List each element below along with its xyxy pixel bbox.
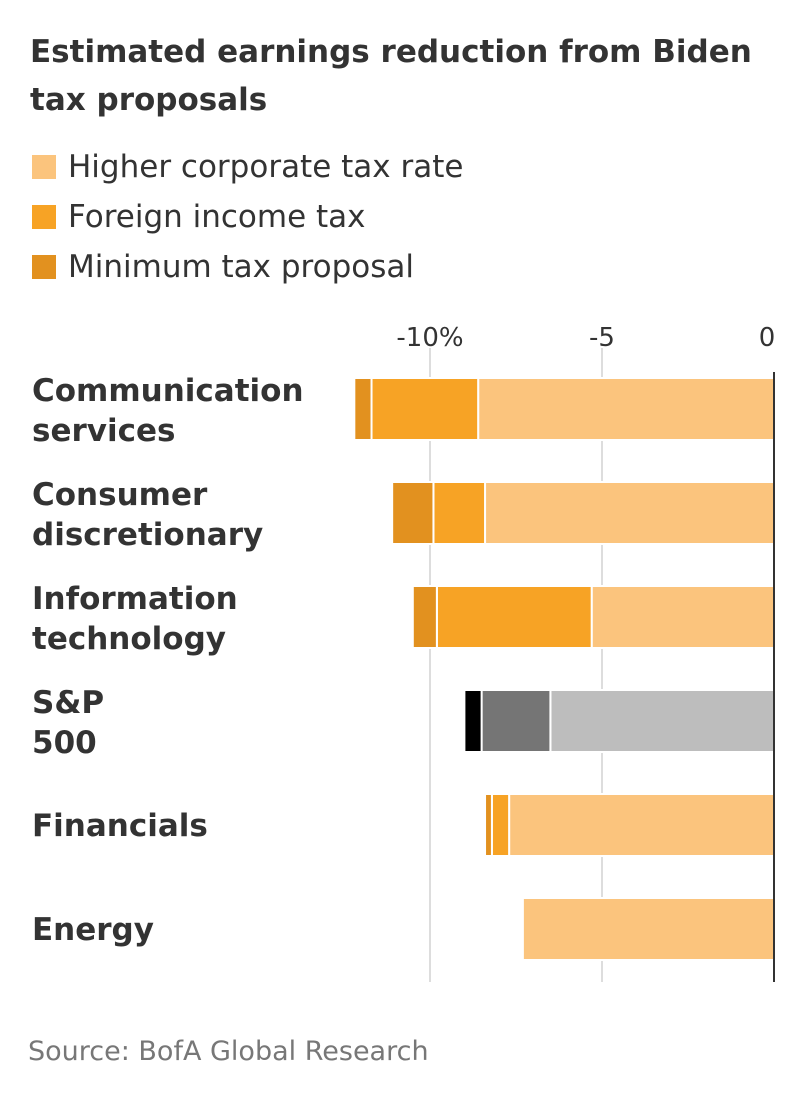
legend: Higher corporate tax rate Foreign income… [32,142,463,292]
category-label-line: 500 [32,725,97,761]
bar-consumer-discretionary-higher-corporate-tax-rate [484,481,775,545]
legend-label-foreign-income-tax: Foreign income tax [68,199,366,235]
bar-sandp-500-higher-corporate-tax-rate [549,689,776,753]
category-label-sandp-500: S&P 500 [32,685,104,761]
category-label-line: Consumer [32,477,208,513]
x-tick-label: 0 [759,323,776,353]
category-label-line: Financials [32,808,208,844]
bar-information-technology-foreign-income-tax [435,585,593,649]
category-label-line: Communication [32,373,304,409]
bar-energy-higher-corporate-tax-rate [521,897,775,961]
bar-communication-services-higher-corporate-tax-rate [477,377,775,441]
category-label-energy: Energy [32,912,154,948]
bar-communication-services-minimum-tax-proposal [353,377,373,441]
bar-financials-higher-corporate-tax-rate [508,793,775,857]
legend-swatch-foreign-income-tax [32,205,56,229]
category-label-financials: Financials [32,808,208,844]
bar-consumer-discretionary-minimum-tax-proposal [391,481,435,545]
category-label-communication-services: Communication services [32,373,304,449]
x-tick-label: -5 [589,323,615,353]
bar-communication-services-foreign-income-tax [370,377,480,441]
category-label-line: discretionary [32,517,263,553]
x-tick-label: -10% [396,323,463,353]
bar-financials-foreign-income-tax [490,793,511,857]
legend-label-minimum-tax-proposal: Minimum tax proposal [68,249,414,285]
bar-sandp-500-foreign-income-tax [480,689,552,753]
bar-information-technology-higher-corporate-tax-rate [590,585,775,649]
category-label-line: S&P [32,685,104,721]
legend-swatch-higher-corporate-tax-rate [32,155,56,179]
bar-sandp-500-minimum-tax-proposal [463,689,483,753]
legend-label-higher-corporate-tax-rate: Higher corporate tax rate [68,149,464,185]
bar-financials-minimum-tax-proposal [484,793,493,857]
category-label-line: services [32,413,175,449]
legend-swatch-minimum-tax-proposal [32,255,56,279]
category-label-consumer-discretionary: Consumer discretionary [32,477,263,553]
source-note: Source: BofA Global Research [28,1036,429,1067]
legend-item-higher-corporate-tax-rate: Higher corporate tax rate [32,142,463,192]
category-label-line: Information [32,581,238,617]
bar-consumer-discretionary-foreign-income-tax [432,481,487,545]
bar-chart: -10% -5 0 Communication services Consumer disc… [32,323,776,982]
legend-item-foreign-income-tax: Foreign income tax [32,192,463,242]
chart-title: Estimated earnings reduction from Biden … [30,34,752,118]
category-label-line: technology [32,621,226,657]
category-label-information-technology: Information technology [32,581,238,657]
bar-information-technology-minimum-tax-proposal [411,585,438,649]
category-label-line: Energy [32,912,154,948]
legend-item-minimum-tax-proposal: Minimum tax proposal [32,242,463,292]
